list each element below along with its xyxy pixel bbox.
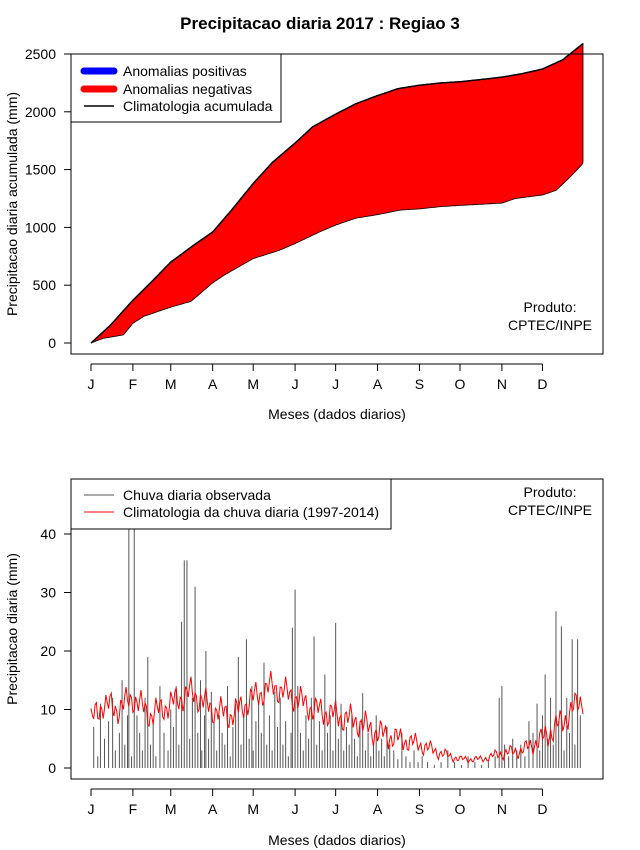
bottom-x-tick-label: D — [537, 801, 547, 817]
bottom-x-tick-label: A — [208, 801, 218, 817]
top-x-tick-label: A — [208, 376, 218, 392]
top-x-tick-label: J — [292, 376, 299, 392]
bottom-legend: Chuva diaria observada Climatologia da c… — [70, 478, 392, 530]
top-x-tick-label: F — [129, 376, 138, 392]
bottom-x-tick-label: A — [373, 801, 383, 817]
bottom-x-tick-label: M — [165, 801, 177, 817]
bottom-x-tick-label: J — [332, 801, 339, 817]
daily-climatology-line — [90, 670, 584, 764]
daily-climatology — [90, 670, 584, 764]
top-legend-label-negative: Anomalias negativas — [123, 81, 252, 97]
top-y-tick-label: 500 — [33, 277, 57, 293]
top-y-tick-label: 1500 — [25, 162, 56, 178]
bottom-annotation-produto: Produto: — [524, 484, 577, 500]
bottom-y-axis-label: Precipitacao diaria (mm) — [4, 553, 20, 705]
top-x-tick-label: J — [332, 376, 339, 392]
climatology-cumulative-line — [90, 43, 584, 344]
bottom-y-tick-label: 0 — [48, 760, 56, 776]
top-y-tick-label: 2000 — [25, 104, 56, 120]
top-x-tick-label: J — [88, 376, 95, 392]
bottom-annotation-cptec: CPTEC/INPE — [508, 502, 592, 518]
top-x-tick-label: A — [373, 376, 383, 392]
bottom-y-tick-label: 20 — [40, 643, 56, 659]
cumulative-lines — [90, 43, 584, 344]
top-legend-label-positive: Anomalias positivas — [123, 63, 247, 79]
bottom-y-axis: 0 10 20 30 40 — [40, 526, 72, 776]
top-x-tick-label: S — [415, 376, 424, 392]
top-x-tick-label: M — [247, 376, 259, 392]
top-x-tick-label: M — [165, 376, 177, 392]
main-title: Precipitacao diaria 2017 : Regiao 3 — [180, 14, 460, 33]
top-legend: Anomalias positivas Anomalias negativas … — [70, 53, 282, 123]
top-y-tick-label: 2500 — [25, 46, 56, 62]
bottom-y-tick-label: 10 — [40, 702, 56, 718]
bottom-x-tick-label: O — [455, 801, 466, 817]
bottom-x-tick-label: J — [88, 801, 95, 817]
daily-observed-bars — [93, 529, 581, 768]
cumulative-chart: 0 500 1000 1500 2000 2500 J F M A M J J A S O N D Meses … — [4, 42, 604, 422]
bottom-x-tick-label: M — [247, 801, 259, 817]
bottom-legend-label-climatology: Climatologia da chuva diaria (1997-2014) — [123, 504, 379, 520]
bottom-legend-box — [70, 478, 392, 530]
top-x-tick-label: N — [497, 376, 507, 392]
bottom-x-tick-label: J — [292, 801, 299, 817]
top-annotation-cptec: CPTEC/INPE — [508, 317, 592, 333]
bottom-y-tick-label: 30 — [40, 585, 56, 601]
bottom-legend-label-observed: Chuva diaria observada — [123, 487, 271, 503]
top-y-axis: 0 500 1000 1500 2000 2500 — [25, 46, 72, 351]
bottom-x-tick-label: F — [129, 801, 138, 817]
top-y-tick-label: 1000 — [25, 219, 56, 235]
bottom-x-tick-label: N — [497, 801, 507, 817]
bottom-x-tick-label: S — [415, 801, 424, 817]
bottom-x-axis-label: Meses (dados diarios) — [268, 832, 406, 848]
bottom-y-tick-label: 40 — [40, 526, 56, 542]
top-x-axis-label: Meses (dados diarios) — [268, 406, 406, 422]
top-y-axis-label: Precipitacao diaria acumulada (mm) — [4, 92, 20, 316]
top-x-tick-label: D — [537, 376, 547, 392]
top-annotation-produto: Produto: — [524, 299, 577, 315]
daily-chart: 0 10 20 30 40 J F M A M J J A S O N D Meses (dados diar… — [4, 478, 604, 848]
top-y-tick-label: 0 — [48, 335, 56, 351]
top-legend-label-climatology: Climatologia acumulada — [123, 98, 273, 114]
top-x-tick-label: O — [455, 376, 466, 392]
